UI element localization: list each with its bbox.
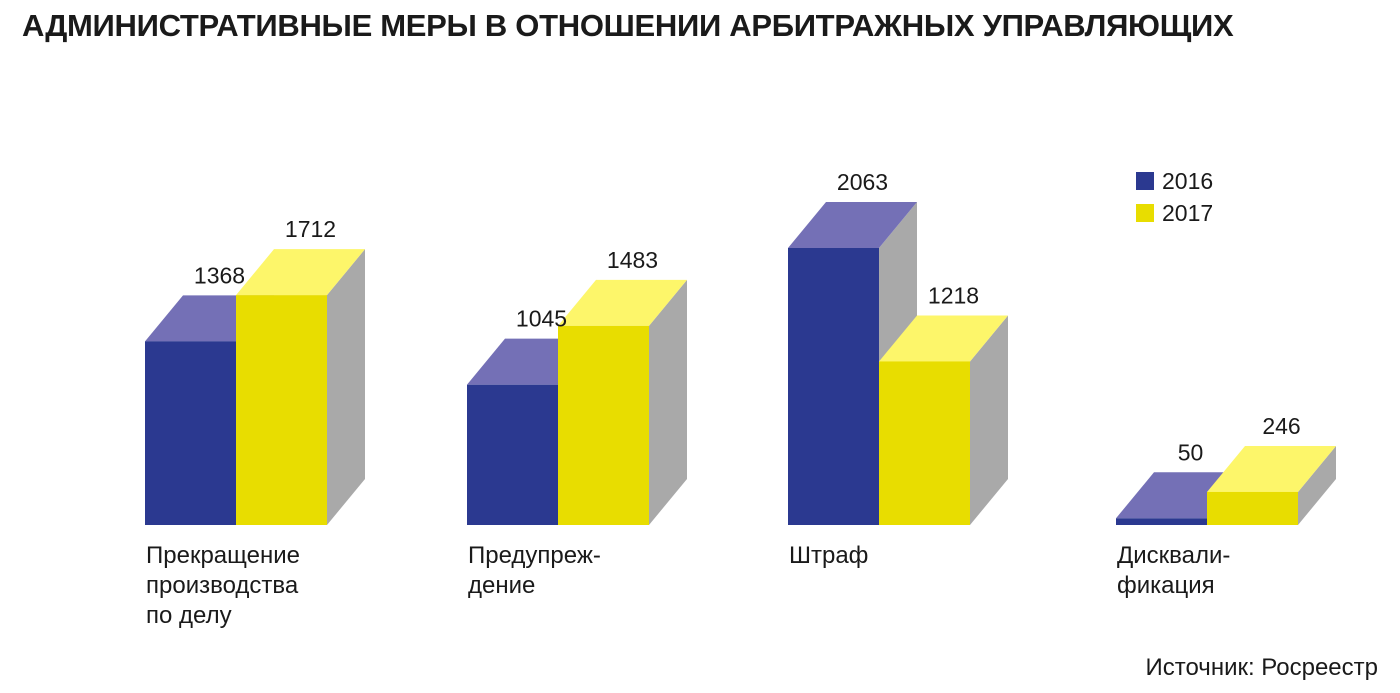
legend-swatch-2016 <box>1136 172 1154 190</box>
data-label-2017-cat-1: 1483 <box>607 247 658 273</box>
data-label-2016-cat-0: 1368 <box>194 262 245 288</box>
legend-label-2017: 2017 <box>1162 200 1213 226</box>
legend-label-2016: 2016 <box>1162 168 1213 194</box>
bar-side-series-2017-cat-1 <box>649 279 687 525</box>
category-label-0-line-1: производства <box>146 572 299 599</box>
data-label-2017-cat-2: 1218 <box>928 282 979 308</box>
bar-front-series-2017-cat-3 <box>1207 491 1298 525</box>
data-label-2016-cat-3: 50 <box>1178 439 1204 465</box>
category-label-1-line-0: Предупреж- <box>468 542 601 569</box>
data-label-2017-cat-0: 1712 <box>285 216 336 242</box>
bar-top-series-2017-cat-3 <box>1207 445 1336 492</box>
bar-side-series-2017-cat-0 <box>327 249 365 525</box>
chart-title: АДМИНИСТРАТИВНЫЕ МЕРЫ В ОТНОШЕНИИ АРБИТР… <box>22 8 1234 43</box>
bar-top-series-2016-cat-2 <box>788 202 917 248</box>
data-label-2016-cat-1: 1045 <box>516 306 567 332</box>
legend-swatch-2017 <box>1136 204 1154 222</box>
bar-front-series-2017-cat-1 <box>558 325 649 525</box>
category-label-2-line-0: Штраф <box>789 542 868 569</box>
bar-side-series-2017-cat-3 <box>1298 445 1336 525</box>
category-label-0-line-2: по делу <box>146 602 232 629</box>
source-note: Источник: Росреестр <box>1145 654 1378 681</box>
bar-front-series-2016-cat-2 <box>788 248 879 525</box>
bar-top-series-2017-cat-2 <box>879 315 1008 362</box>
category-label-0-line-0: Прекращение <box>146 542 300 569</box>
bar-front-series-2016-cat-0 <box>145 341 236 525</box>
bar-front-series-2017-cat-0 <box>236 295 327 525</box>
data-label-2017-cat-3: 246 <box>1262 413 1300 439</box>
bar-front-series-2016-cat-3 <box>1116 518 1207 525</box>
category-label-1-line-1: дение <box>468 572 535 599</box>
bar-front-series-2017-cat-2 <box>879 361 970 525</box>
category-label-3-line-1: фикация <box>1117 572 1215 599</box>
category-label-3-line-0: Дисквали- <box>1117 542 1230 569</box>
bar-top-series-2017-cat-0 <box>236 249 365 296</box>
bar-side-series-2017-cat-2 <box>970 315 1008 525</box>
bar-front-series-2016-cat-1 <box>467 384 558 525</box>
data-label-2016-cat-2: 2063 <box>837 169 888 195</box>
bar-top-series-2017-cat-1 <box>558 279 687 326</box>
